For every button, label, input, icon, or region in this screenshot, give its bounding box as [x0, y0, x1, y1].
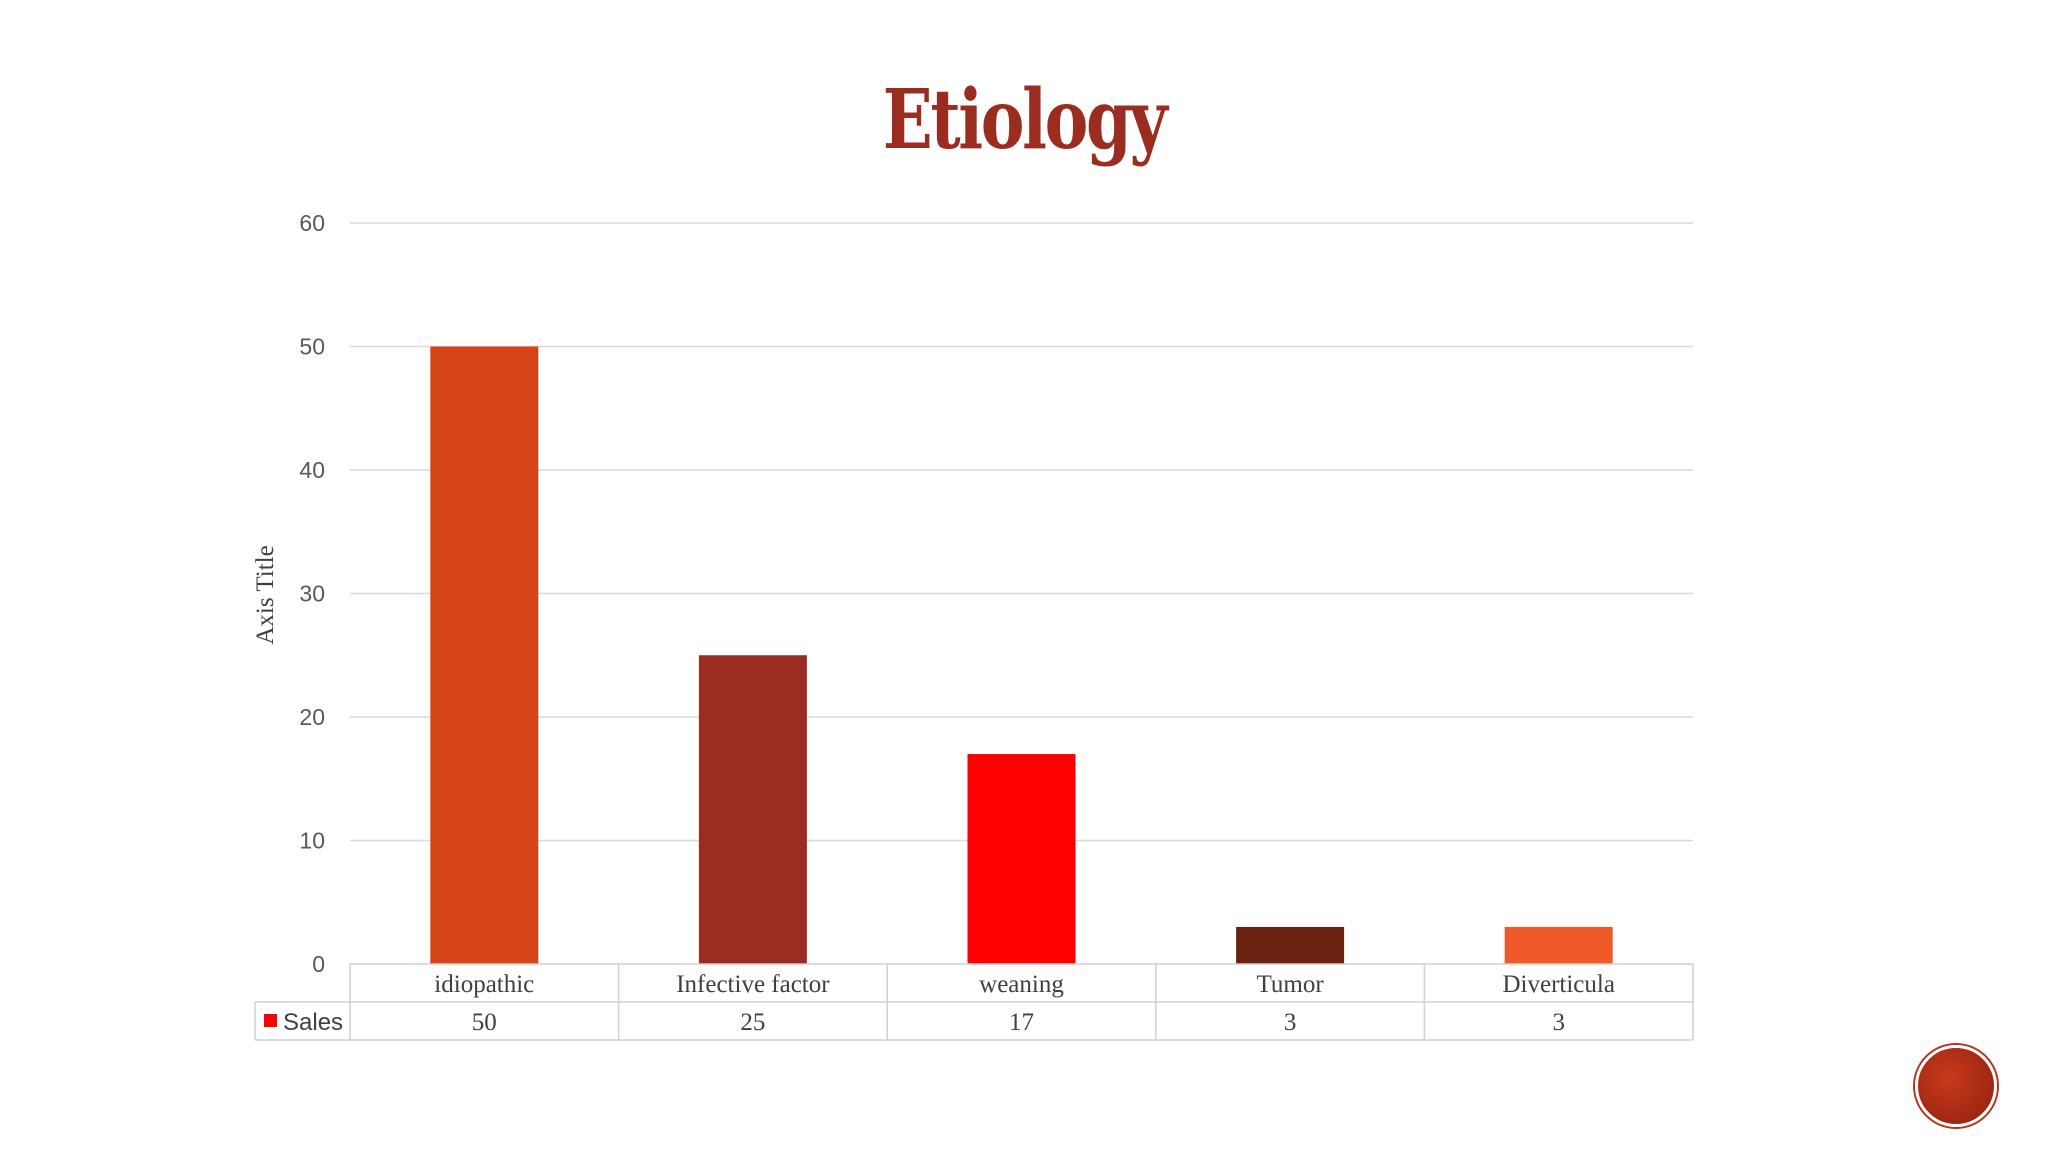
data-table-value: 3 — [1552, 1009, 1565, 1036]
gridlines — [350, 222, 1693, 842]
y-tick-label: 20 — [299, 704, 325, 730]
data-table: idiopathic 50 Infective factor 25 weaning 17 T… — [254, 963, 1694, 1041]
x-category-label: Diverticula — [1502, 971, 1614, 998]
data-table-value: 50 — [472, 1009, 497, 1036]
bar — [1504, 926, 1613, 964]
y-tick-label: 50 — [299, 334, 325, 360]
bar — [967, 754, 1076, 964]
data-table-value: 17 — [1009, 1009, 1034, 1036]
data-table-value: 25 — [740, 1009, 765, 1036]
bars — [430, 346, 1613, 964]
bar — [1236, 926, 1345, 964]
x-category-label: Tumor — [1257, 971, 1325, 998]
x-category-label: Infective factor — [676, 971, 830, 998]
legend-label: Sales — [283, 1009, 343, 1036]
slide-title: Etiology — [882, 72, 1168, 168]
decorative-circle-logo — [1915, 1045, 1997, 1127]
y-tick-label: 30 — [299, 581, 325, 607]
bar — [430, 346, 539, 964]
y-tick-label: 10 — [299, 828, 325, 854]
y-tick-label: 40 — [299, 457, 325, 483]
x-category-label: idiopathic — [434, 971, 534, 998]
y-axis-title: Axis Title — [252, 545, 279, 644]
y-axis-ticks: 0 10 20 30 40 50 60 — [299, 210, 325, 977]
y-tick-label: 60 — [299, 210, 325, 236]
x-category-label: weaning — [979, 971, 1064, 998]
y-tick-label: 0 — [312, 951, 325, 977]
bar — [698, 655, 807, 964]
data-table-value: 3 — [1284, 1009, 1297, 1036]
legend-swatch — [264, 1014, 277, 1027]
